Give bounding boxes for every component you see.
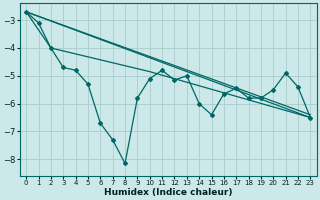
X-axis label: Humidex (Indice chaleur): Humidex (Indice chaleur) — [104, 188, 233, 197]
